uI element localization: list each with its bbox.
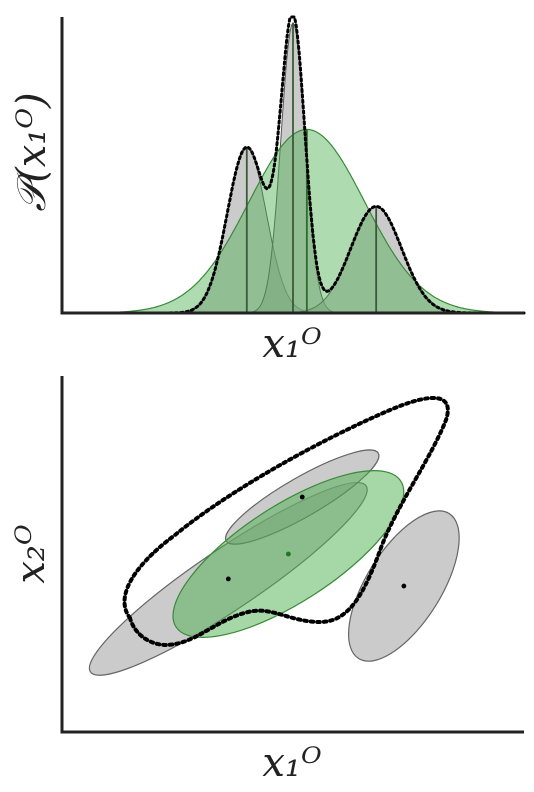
bottom-axes xyxy=(60,376,524,734)
bottom-gray-center-1 xyxy=(225,576,231,582)
bottom-y-axis-label: x₂ᴼ xyxy=(8,524,54,584)
top-y-axis-label: 𝒫(x₁ᴼ) xyxy=(9,92,55,211)
bottom-gray-center-2 xyxy=(299,494,305,500)
top-axes xyxy=(60,17,524,315)
bottom-green-center xyxy=(285,551,291,557)
bottom-x-axis-label: x₁ᴼ xyxy=(262,740,322,786)
top-panel: 𝒫(x₁ᴼ) x₁ᴼ xyxy=(9,15,526,367)
bottom-component-centers xyxy=(225,494,407,589)
top-x-axis-label: x₁ᴼ xyxy=(262,321,322,367)
bottom-panel: x₂ᴼ x₁ᴼ xyxy=(8,376,524,786)
bottom-gray-center-3 xyxy=(401,583,407,589)
bottom-mixture-dotted-contour xyxy=(122,396,450,648)
